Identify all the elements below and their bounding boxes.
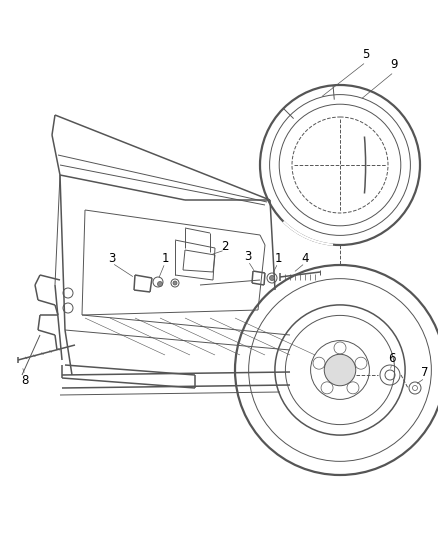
- Text: 9: 9: [389, 59, 397, 71]
- Text: 1: 1: [161, 252, 168, 264]
- Text: 1: 1: [274, 252, 281, 264]
- Circle shape: [269, 276, 274, 280]
- Text: 7: 7: [420, 366, 428, 378]
- Text: 4: 4: [300, 252, 308, 264]
- Text: 3: 3: [108, 252, 116, 264]
- Text: 3: 3: [244, 249, 251, 262]
- Text: 6: 6: [387, 351, 395, 365]
- Circle shape: [157, 281, 162, 287]
- Circle shape: [173, 281, 177, 285]
- Text: 5: 5: [361, 49, 369, 61]
- Text: 8: 8: [21, 374, 28, 386]
- Circle shape: [324, 354, 355, 386]
- Text: 2: 2: [221, 239, 228, 253]
